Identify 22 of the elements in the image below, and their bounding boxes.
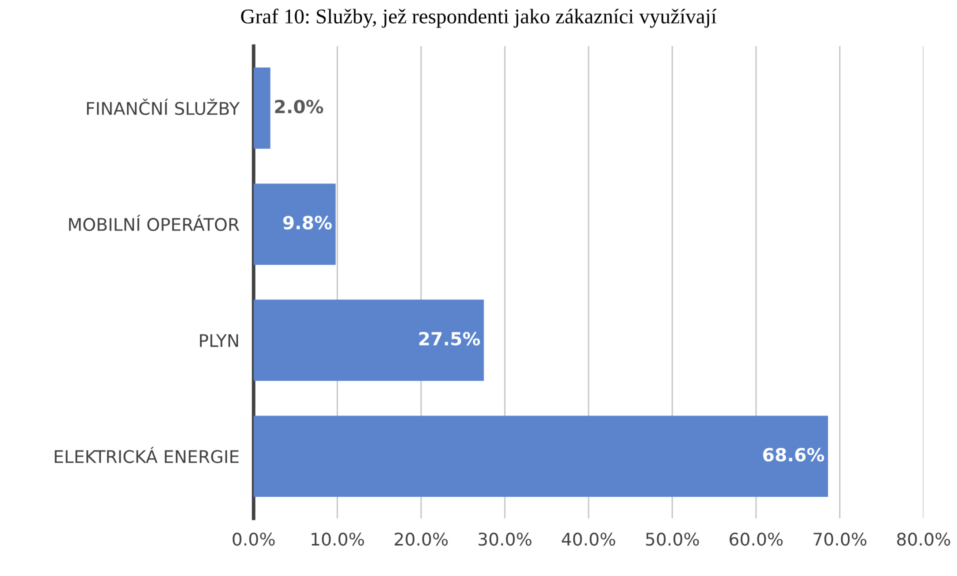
x-tick-label: 70.0% — [814, 532, 866, 546]
x-tick-label: 60.0% — [730, 532, 783, 546]
data-label: 2.0% — [275, 100, 324, 114]
bar — [254, 184, 336, 265]
x-tick-label: 20.0% — [394, 532, 448, 546]
data-label: 68.6% — [763, 448, 824, 462]
bar — [254, 416, 828, 497]
x-tick-label: 0.0% — [232, 532, 275, 546]
bar — [254, 300, 484, 381]
y-tick-label: ELEKTRICKÁ ENERGIE — [54, 446, 239, 464]
x-tick-label: 30.0% — [478, 532, 532, 546]
y-tick-label: PLYN — [200, 334, 238, 347]
data-label: 9.8% — [283, 216, 332, 230]
x-tick-label: 40.0% — [562, 532, 616, 546]
y-tick-label: MOBILNÍ OPERÁTOR — [69, 214, 240, 232]
x-tick-label: 80.0% — [897, 532, 950, 546]
chart-title: Graf 10: Služby, jež respondenti jako zákazníci využívají — [241, 8, 717, 28]
y-tick-label: FINANČNÍ SLUŽBY — [87, 98, 240, 116]
data-label: 27.5% — [419, 332, 480, 346]
x-tick-label: 50.0% — [646, 532, 699, 546]
x-tick-label: 10.0% — [312, 532, 364, 546]
bar — [254, 68, 270, 149]
